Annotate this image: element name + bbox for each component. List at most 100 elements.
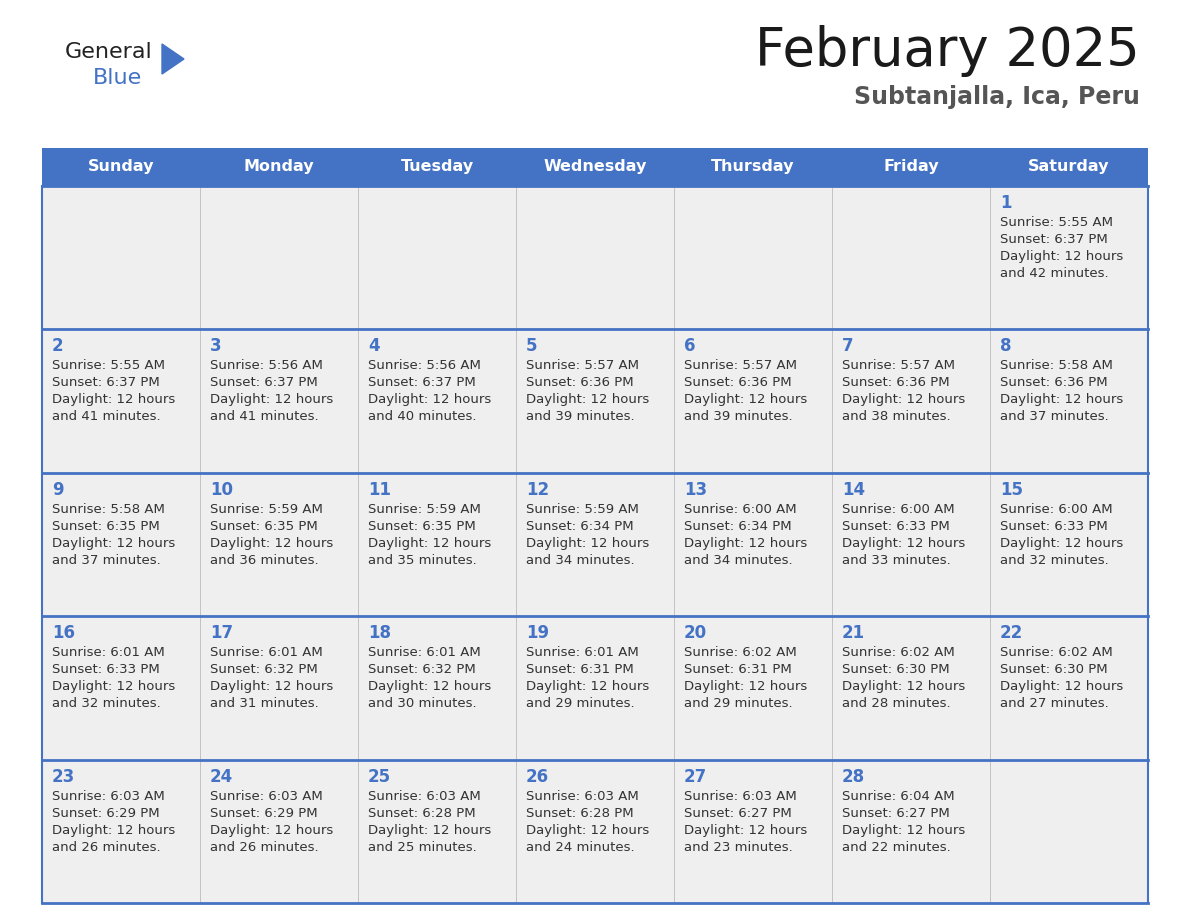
Text: Daylight: 12 hours: Daylight: 12 hours [368, 680, 492, 693]
Text: and 29 minutes.: and 29 minutes. [526, 697, 634, 711]
Text: and 39 minutes.: and 39 minutes. [684, 410, 792, 423]
Text: Daylight: 12 hours: Daylight: 12 hours [842, 680, 965, 693]
Text: 21: 21 [842, 624, 865, 643]
Text: Sunset: 6:32 PM: Sunset: 6:32 PM [210, 663, 317, 677]
Text: 27: 27 [684, 767, 707, 786]
Text: 6: 6 [684, 338, 695, 355]
Text: Sunset: 6:30 PM: Sunset: 6:30 PM [1000, 663, 1107, 677]
Bar [42, 616, 1148, 759]
Text: February 2025: February 2025 [756, 25, 1140, 77]
Text: Sunrise: 5:57 AM: Sunrise: 5:57 AM [526, 360, 639, 373]
Text: Daylight: 12 hours: Daylight: 12 hours [684, 823, 808, 836]
Text: Sunrise: 5:59 AM: Sunrise: 5:59 AM [210, 503, 323, 516]
Text: Sunset: 6:35 PM: Sunset: 6:35 PM [210, 520, 317, 532]
Text: Daylight: 12 hours: Daylight: 12 hours [684, 394, 808, 407]
Text: 7: 7 [842, 338, 854, 355]
Text: 24: 24 [210, 767, 233, 786]
Text: and 37 minutes.: and 37 minutes. [52, 554, 160, 566]
Text: Daylight: 12 hours: Daylight: 12 hours [52, 823, 176, 836]
Text: 15: 15 [1000, 481, 1023, 498]
Bar [42, 330, 1148, 473]
Text: Monday: Monday [244, 160, 315, 174]
Text: Sunrise: 5:56 AM: Sunrise: 5:56 AM [210, 360, 323, 373]
Polygon shape [162, 44, 184, 74]
Text: Sunrise: 6:00 AM: Sunrise: 6:00 AM [684, 503, 797, 516]
Text: Sunset: 6:31 PM: Sunset: 6:31 PM [526, 663, 633, 677]
Text: Sunrise: 5:58 AM: Sunrise: 5:58 AM [52, 503, 165, 516]
Text: Sunset: 6:37 PM: Sunset: 6:37 PM [52, 376, 159, 389]
Text: Sunrise: 6:02 AM: Sunrise: 6:02 AM [684, 646, 797, 659]
Text: Daylight: 12 hours: Daylight: 12 hours [684, 680, 808, 693]
Text: and 41 minutes.: and 41 minutes. [210, 410, 318, 423]
Text: Saturday: Saturday [1029, 160, 1110, 174]
Text: 5: 5 [526, 338, 537, 355]
Bar [42, 148, 1148, 186]
Text: Sunset: 6:37 PM: Sunset: 6:37 PM [1000, 233, 1107, 246]
Text: Sunrise: 6:00 AM: Sunrise: 6:00 AM [842, 503, 955, 516]
Text: Sunrise: 6:03 AM: Sunrise: 6:03 AM [684, 789, 797, 802]
Text: 22: 22 [1000, 624, 1023, 643]
Text: and 35 minutes.: and 35 minutes. [368, 554, 476, 566]
Text: 3: 3 [210, 338, 222, 355]
Text: Sunrise: 6:03 AM: Sunrise: 6:03 AM [526, 789, 639, 802]
Text: Sunset: 6:35 PM: Sunset: 6:35 PM [52, 520, 159, 532]
Text: 20: 20 [684, 624, 707, 643]
Text: Sunset: 6:37 PM: Sunset: 6:37 PM [210, 376, 317, 389]
Text: Sunrise: 5:59 AM: Sunrise: 5:59 AM [526, 503, 639, 516]
Text: 14: 14 [842, 481, 865, 498]
Text: Daylight: 12 hours: Daylight: 12 hours [52, 680, 176, 693]
Text: 11: 11 [368, 481, 391, 498]
Text: and 31 minutes.: and 31 minutes. [210, 697, 318, 711]
Text: Sunset: 6:36 PM: Sunset: 6:36 PM [842, 376, 949, 389]
Text: and 37 minutes.: and 37 minutes. [1000, 410, 1108, 423]
Text: Sunrise: 6:00 AM: Sunrise: 6:00 AM [1000, 503, 1113, 516]
Text: Thursday: Thursday [712, 160, 795, 174]
Text: Sunrise: 6:02 AM: Sunrise: 6:02 AM [1000, 646, 1113, 659]
Text: Sunrise: 6:01 AM: Sunrise: 6:01 AM [368, 646, 481, 659]
Text: Daylight: 12 hours: Daylight: 12 hours [368, 823, 492, 836]
Text: Sunrise: 5:57 AM: Sunrise: 5:57 AM [842, 360, 955, 373]
Text: Wednesday: Wednesday [543, 160, 646, 174]
Text: Sunrise: 5:55 AM: Sunrise: 5:55 AM [52, 360, 165, 373]
Text: Daylight: 12 hours: Daylight: 12 hours [52, 394, 176, 407]
Text: 10: 10 [210, 481, 233, 498]
Text: 13: 13 [684, 481, 707, 498]
Text: Sunset: 6:33 PM: Sunset: 6:33 PM [842, 520, 949, 532]
Text: 16: 16 [52, 624, 75, 643]
Text: and 26 minutes.: and 26 minutes. [52, 841, 160, 854]
Text: Daylight: 12 hours: Daylight: 12 hours [842, 537, 965, 550]
Bar [42, 473, 1148, 481]
Text: and 38 minutes.: and 38 minutes. [842, 410, 950, 423]
Text: Sunset: 6:36 PM: Sunset: 6:36 PM [1000, 376, 1107, 389]
Text: Sunrise: 5:58 AM: Sunrise: 5:58 AM [1000, 360, 1113, 373]
Text: Daylight: 12 hours: Daylight: 12 hours [1000, 537, 1123, 550]
Text: Sunset: 6:37 PM: Sunset: 6:37 PM [368, 376, 475, 389]
Bar [42, 330, 1148, 338]
Text: 8: 8 [1000, 338, 1011, 355]
Text: Daylight: 12 hours: Daylight: 12 hours [1000, 394, 1123, 407]
Text: Daylight: 12 hours: Daylight: 12 hours [1000, 680, 1123, 693]
Text: Daylight: 12 hours: Daylight: 12 hours [368, 537, 492, 550]
Text: Sunrise: 6:03 AM: Sunrise: 6:03 AM [210, 789, 323, 802]
Text: and 33 minutes.: and 33 minutes. [842, 554, 950, 566]
Text: Sunset: 6:36 PM: Sunset: 6:36 PM [684, 376, 791, 389]
Text: and 41 minutes.: and 41 minutes. [52, 410, 160, 423]
Text: Sunset: 6:27 PM: Sunset: 6:27 PM [684, 807, 791, 820]
Bar [42, 616, 1148, 624]
Text: and 34 minutes.: and 34 minutes. [684, 554, 792, 566]
Text: and 30 minutes.: and 30 minutes. [368, 697, 476, 711]
Text: and 26 minutes.: and 26 minutes. [210, 841, 318, 854]
Text: and 24 minutes.: and 24 minutes. [526, 841, 634, 854]
Text: and 32 minutes.: and 32 minutes. [1000, 554, 1108, 566]
Text: Sunset: 6:33 PM: Sunset: 6:33 PM [52, 663, 159, 677]
Text: Sunset: 6:29 PM: Sunset: 6:29 PM [52, 807, 159, 820]
Text: Daylight: 12 hours: Daylight: 12 hours [368, 394, 492, 407]
Text: and 23 minutes.: and 23 minutes. [684, 841, 792, 854]
Text: Daylight: 12 hours: Daylight: 12 hours [210, 394, 334, 407]
Text: Sunrise: 5:59 AM: Sunrise: 5:59 AM [368, 503, 481, 516]
Text: 19: 19 [526, 624, 549, 643]
Text: 2: 2 [52, 338, 64, 355]
Text: and 42 minutes.: and 42 minutes. [1000, 267, 1108, 280]
Text: 25: 25 [368, 767, 391, 786]
Text: Daylight: 12 hours: Daylight: 12 hours [526, 394, 650, 407]
